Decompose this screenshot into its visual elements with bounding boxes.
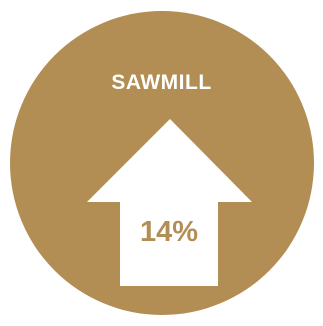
category-label: SAWMILL xyxy=(111,71,212,94)
percentage-value: 14% xyxy=(139,216,199,248)
